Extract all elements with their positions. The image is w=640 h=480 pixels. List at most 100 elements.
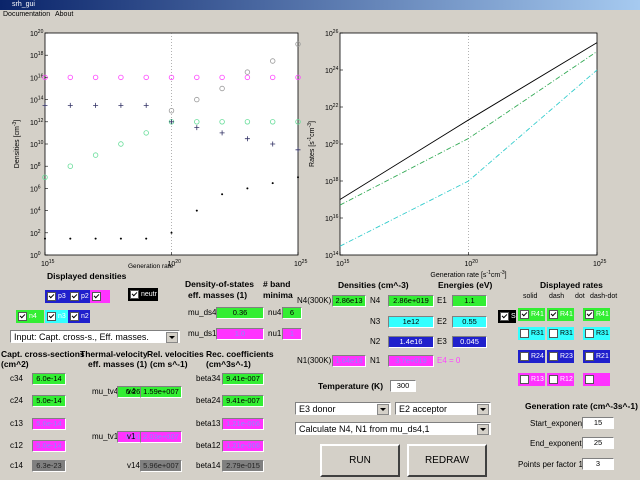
checkbox-label: R31 bbox=[596, 330, 609, 337]
input-field[interactable]: 5.0e-14 bbox=[32, 440, 66, 452]
y-tick-exp: 16 bbox=[38, 73, 44, 79]
input-field[interactable]: 2.79e-015 bbox=[222, 460, 264, 472]
checkbox[interactable]: n2 bbox=[68, 310, 90, 323]
label: c24 bbox=[10, 396, 23, 405]
input-field[interactable]: 1.21e-006 bbox=[222, 440, 264, 452]
checkbox[interactable]: S bbox=[498, 310, 516, 323]
y-tick-exp: 18 bbox=[333, 177, 339, 183]
checkbox[interactable]: n3 bbox=[45, 310, 68, 323]
marker bbox=[244, 119, 251, 125]
y-tick-base: 10 bbox=[30, 31, 38, 38]
input-field[interactable]: 5.0e-14 bbox=[32, 395, 66, 407]
input-field[interactable]: 0.045 bbox=[452, 336, 487, 348]
input-field[interactable]: 3 bbox=[582, 458, 614, 470]
checkbox[interactable]: R31 bbox=[547, 327, 574, 340]
label: N4 bbox=[370, 296, 381, 305]
check-box bbox=[92, 292, 101, 301]
y-tick-base: 10 bbox=[325, 216, 333, 223]
checkbox[interactable]: p3 bbox=[45, 290, 68, 303]
y-tick-label: 1010 bbox=[30, 140, 44, 149]
checkbox-label: n3 bbox=[58, 313, 66, 320]
input-field[interactable]: 1.04e13 bbox=[332, 355, 366, 367]
input-field[interactable]: 1.59e+007 bbox=[140, 386, 182, 398]
dropdown-arrow bbox=[169, 336, 175, 339]
input-field[interactable]: 15 bbox=[582, 417, 614, 429]
marker bbox=[295, 41, 301, 47]
input-field[interactable]: 6.0e-14 bbox=[32, 373, 66, 385]
checkbox[interactable]: R41 bbox=[583, 308, 610, 321]
checkbox[interactable]: R21 bbox=[583, 350, 610, 363]
marker bbox=[94, 237, 97, 240]
input-field[interactable]: 9.41e-007 bbox=[222, 373, 264, 385]
x-axis-label-part: -1 bbox=[486, 270, 491, 276]
checkbox-label: R41 bbox=[596, 311, 609, 318]
x-tick-base: 10 bbox=[168, 261, 176, 268]
input-field[interactable]: 5.96e+007 bbox=[140, 460, 182, 472]
input-field[interactable]: 6.3e-23 bbox=[32, 460, 66, 472]
check-box bbox=[520, 352, 529, 361]
y-tick-label: 1018 bbox=[30, 51, 44, 60]
y-tick-label: 100 bbox=[30, 251, 41, 260]
checkbox-label: R24 bbox=[531, 353, 544, 360]
check-box bbox=[520, 329, 529, 338]
input-field[interactable]: 1 bbox=[282, 328, 302, 340]
checkbox[interactable]: n4 bbox=[16, 310, 44, 323]
marker bbox=[169, 119, 174, 125]
label: N3 bbox=[370, 317, 381, 326]
dropdown[interactable]: E2 acceptor bbox=[395, 402, 491, 415]
checkbox[interactable]: R12 bbox=[547, 373, 574, 386]
input-field[interactable]: 1.1 bbox=[452, 295, 487, 307]
series-line bbox=[339, 42, 598, 200]
check-box bbox=[585, 329, 594, 338]
checkbox[interactable]: R24 bbox=[518, 350, 545, 363]
checkbox[interactable]: R23 bbox=[547, 350, 574, 363]
checkbox[interactable]: R41 bbox=[518, 308, 545, 321]
checkbox[interactable]: p2 bbox=[68, 290, 90, 303]
input-field[interactable]: 2.86e13 bbox=[332, 295, 366, 307]
dropdown[interactable]: Calculate N4, N1 from mu_ds4,1 bbox=[295, 422, 491, 435]
label: Start_exponent bbox=[530, 419, 585, 428]
input-field[interactable]: 0.36 bbox=[216, 307, 264, 319]
y-tick-base: 10 bbox=[325, 105, 333, 112]
input-field[interactable]: 300 bbox=[390, 380, 416, 392]
input-field[interactable]: 2.86e+019 bbox=[388, 295, 434, 307]
y-tick-base: 10 bbox=[30, 75, 38, 82]
input-field[interactable]: 9.41e-007 bbox=[222, 395, 264, 407]
input-field[interactable]: 25 bbox=[582, 437, 614, 449]
input-field[interactable]: 6 bbox=[282, 307, 302, 319]
input-field[interactable]: 2.03e+007 bbox=[140, 431, 182, 443]
checkbox-label: R31 bbox=[531, 330, 544, 337]
y-tick-label: 1014 bbox=[325, 251, 339, 260]
dropdown[interactable]: E3 donor bbox=[295, 402, 391, 415]
button[interactable]: REDRAW bbox=[407, 444, 487, 477]
input-field[interactable]: 1.4e16 bbox=[388, 336, 434, 348]
checkbox[interactable] bbox=[583, 373, 610, 386]
checkbox[interactable]: R41 bbox=[547, 308, 574, 321]
checkbox[interactable]: neutr bbox=[128, 288, 158, 301]
x-tick-exp: 20 bbox=[175, 259, 181, 265]
y-tick-exp: 14 bbox=[333, 251, 339, 257]
button[interactable]: RUN bbox=[320, 444, 400, 477]
input-field[interactable]: 0.55 bbox=[452, 316, 487, 328]
x-tick-exp: 25 bbox=[601, 259, 607, 265]
dropdown[interactable]: Input: Capt. cross-s., Eff. masses. bbox=[10, 330, 180, 343]
checkbox[interactable]: R13 bbox=[518, 373, 545, 386]
input-field[interactable]: 1.21e-006 bbox=[222, 418, 264, 430]
y-axis-label-part: -3 bbox=[307, 123, 313, 128]
y-tick-label: 1014 bbox=[30, 96, 44, 105]
checkbox-label: neutr bbox=[141, 291, 157, 298]
x-axis-label-part: cm bbox=[491, 272, 501, 279]
y-tick-exp: 20 bbox=[38, 29, 44, 35]
input-field[interactable]: 5.0e-14 bbox=[32, 418, 66, 430]
checkbox[interactable] bbox=[90, 290, 110, 303]
input-field[interactable]: 1.0 bbox=[216, 328, 264, 340]
checkbox[interactable]: R31 bbox=[518, 327, 545, 340]
input-field[interactable]: 3.7e+019 bbox=[388, 355, 434, 367]
checkbox-label: S bbox=[511, 313, 516, 320]
label: E3 bbox=[437, 337, 447, 346]
checkbox[interactable]: R31 bbox=[583, 327, 610, 340]
label: eff. masses (1) bbox=[88, 359, 148, 369]
input-field[interactable]: 1e12 bbox=[388, 316, 434, 328]
marker bbox=[44, 237, 46, 240]
x-tick-label: 1015 bbox=[41, 259, 55, 268]
